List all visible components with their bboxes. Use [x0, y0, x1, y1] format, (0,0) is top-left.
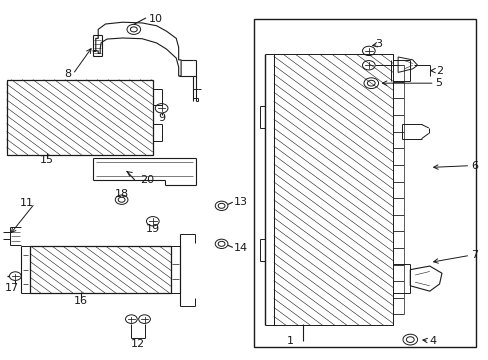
- Bar: [6, 80, 153, 155]
- Text: 20: 20: [140, 175, 154, 185]
- Text: 2: 2: [435, 66, 442, 76]
- Text: 11: 11: [20, 198, 34, 208]
- Text: 13: 13: [233, 197, 247, 207]
- Bar: [273, 54, 392, 325]
- Text: 10: 10: [148, 14, 162, 24]
- Text: 7: 7: [470, 250, 477, 260]
- Text: 15: 15: [40, 155, 54, 165]
- Text: 5: 5: [435, 78, 442, 88]
- Text: 1: 1: [287, 336, 294, 346]
- Bar: [30, 246, 171, 293]
- Bar: [254, 19, 475, 347]
- Text: 16: 16: [74, 296, 88, 306]
- Text: 14: 14: [233, 243, 247, 253]
- Text: 17: 17: [4, 283, 19, 293]
- Text: 12: 12: [131, 339, 145, 349]
- Text: 3: 3: [374, 39, 381, 49]
- Text: 18: 18: [114, 189, 128, 199]
- Text: 8: 8: [64, 69, 71, 79]
- Text: 9: 9: [158, 113, 165, 123]
- Text: 4: 4: [429, 336, 436, 346]
- Text: 6: 6: [470, 161, 477, 171]
- Text: 19: 19: [145, 225, 160, 234]
